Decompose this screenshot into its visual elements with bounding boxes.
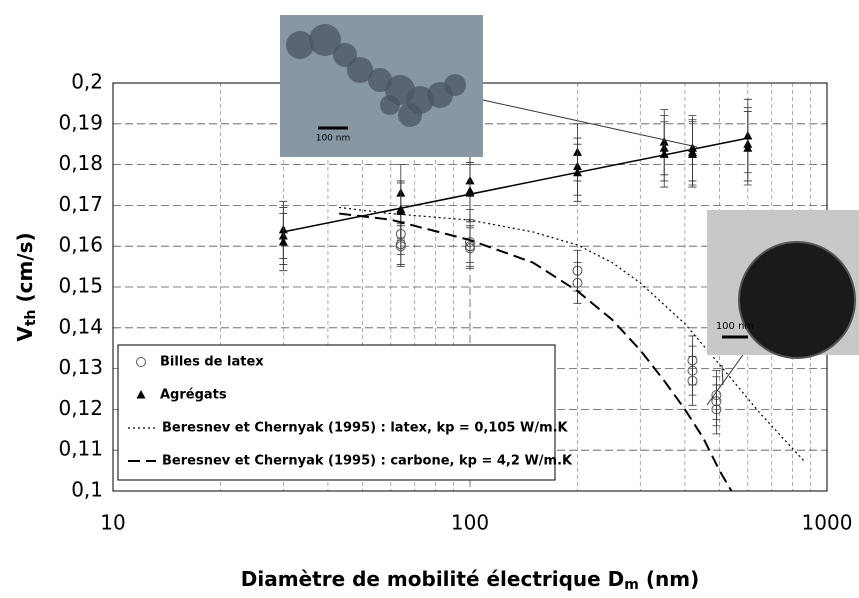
- point: [688, 149, 697, 158]
- y-tick-label: 0,13: [58, 355, 103, 379]
- point: [465, 243, 475, 254]
- y-tick-label: 0,12: [58, 396, 103, 420]
- inset-connector: [721, 364, 724, 386]
- y-tick-label: 0,14: [58, 314, 103, 338]
- inset-connector: [706, 351, 746, 406]
- legend-label: Billes de latex: [160, 355, 264, 370]
- x-tick-label: 10: [100, 511, 125, 535]
- y-tick-label: 0,2: [71, 70, 103, 94]
- inset-particle: [398, 103, 422, 127]
- point: [278, 237, 288, 246]
- y-tick-label: 0,15: [58, 274, 103, 298]
- legend-label: Beresnev et Chernyak (1995) : carbone, k…: [162, 454, 573, 469]
- point: [572, 277, 583, 288]
- x-tick-label: 1000: [802, 511, 853, 535]
- point: [711, 404, 722, 415]
- error-bar: [688, 355, 697, 406]
- legend-label: Beresnev et Chernyak (1995) : latex, kp …: [162, 421, 569, 436]
- error-bar: [573, 262, 582, 304]
- y-tick-label: 0,11: [58, 437, 103, 461]
- y-tick-label: 0,16: [58, 233, 103, 257]
- y-tick-label: 0,1: [71, 478, 103, 502]
- legend-marker: [136, 390, 146, 399]
- inset-particle: [347, 57, 373, 83]
- inset-particle: [738, 241, 856, 359]
- y-tick-label: 0,19: [58, 110, 103, 134]
- inset-particle: [309, 24, 341, 56]
- series-line: [339, 212, 733, 492]
- inset-particle: [380, 95, 400, 115]
- legend: Billes de latex Agrégats Beresnev et Chern…: [117, 344, 573, 481]
- legend-label: Agrégats: [160, 388, 227, 403]
- point: [395, 241, 406, 252]
- x-tick-label: 100: [451, 511, 489, 535]
- inset-label: 100 nm: [316, 134, 351, 144]
- series-line: [339, 206, 806, 463]
- error-bar: [712, 384, 721, 435]
- error-bar: [466, 227, 474, 270]
- point: [687, 375, 698, 386]
- legend-box: [117, 344, 556, 481]
- inset-particle: [286, 31, 314, 59]
- x-axis-title: Diamètre de mobilité électrique Dm (nm): [241, 567, 699, 594]
- inset-label: 100 nm: [716, 321, 754, 332]
- y-tick-label: 0,17: [58, 192, 103, 216]
- inset-particle: [444, 74, 466, 96]
- point: [396, 206, 406, 216]
- point: [743, 143, 753, 152]
- inset-aggregate: [482, 99, 698, 148]
- insets: 100 nm 100 nm: [280, 15, 859, 406]
- y-axis-title: Vth (cm/s): [13, 232, 40, 341]
- y-tick-label: 0,18: [58, 151, 103, 175]
- legend-marker: [136, 357, 146, 367]
